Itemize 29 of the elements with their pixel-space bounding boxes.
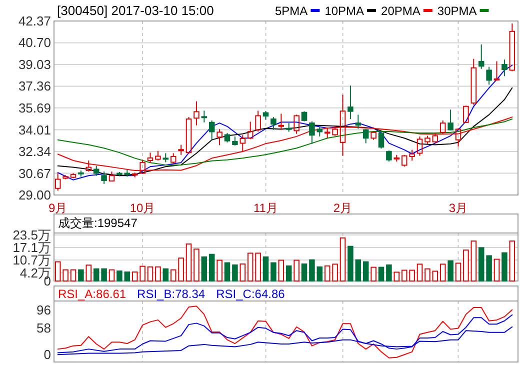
x-tick-label: 2月 — [333, 201, 352, 215]
y-tick-label: 10.7万 — [12, 252, 51, 268]
y-tick-label: 39.03 — [18, 56, 51, 72]
y-tick-label: 32.34 — [18, 144, 51, 160]
x-tick-label: 3月 — [448, 201, 468, 215]
text: RSI_A:86.61 — [58, 287, 126, 301]
legend-label: 5PMA — [275, 4, 308, 18]
text: RSI_C:64.86 — [216, 287, 286, 301]
y-tick-label: 58 — [36, 320, 51, 336]
x-tick-label: 11月 — [254, 201, 278, 215]
y-tick-label: 30.67 — [18, 166, 51, 181]
y-tick-label: 42.37 — [18, 14, 51, 28]
series-label: RSI_B:78.34 — [137, 287, 206, 301]
x-tick-label: 9月 — [48, 201, 68, 215]
chart-title: 成交量:199547 — [58, 216, 138, 230]
y-tick-label: 34.01 — [18, 122, 51, 138]
y-tick-label: 17.1万 — [12, 240, 51, 255]
legend-label: 30PMA — [437, 4, 477, 18]
y-tick-label: 35.69 — [18, 100, 51, 116]
y-tick-label: 29.00 — [18, 188, 51, 202]
y-tick-label: 23.5万 — [12, 227, 51, 242]
y-tick-label: 96 — [36, 302, 51, 318]
y-tick-label: 0 — [44, 347, 51, 362]
x-tick-label: 10月 — [130, 201, 156, 215]
legend-label: 20PMA — [381, 4, 420, 18]
y-tick-label: 40.70 — [18, 35, 51, 50]
legend-label: 10PMA — [324, 4, 364, 18]
y-tick-label: 37.36 — [18, 78, 51, 94]
chart-title: [300450] 2017-03-10 15:00 — [57, 3, 214, 18]
